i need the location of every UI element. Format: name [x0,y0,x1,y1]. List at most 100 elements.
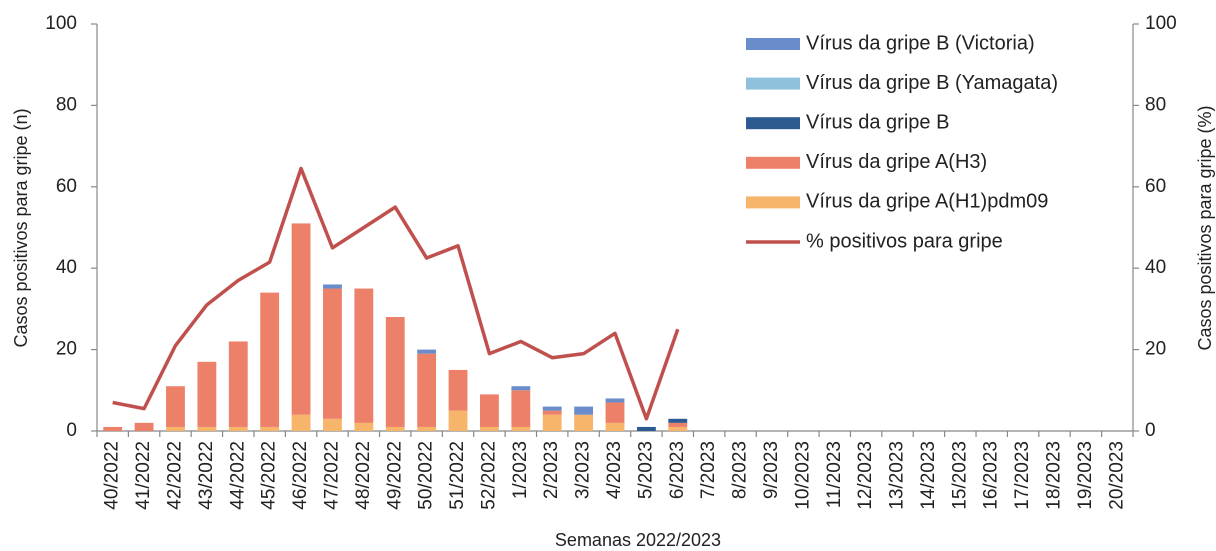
x-tick-label: 1/2023 [510,441,531,499]
y2-tick-label: 40 [1145,257,1166,278]
bar-segment [448,410,468,431]
bar-segment [103,426,123,431]
x-tick-label: 51/2022 [447,441,468,510]
x-tick-label: 40/2022 [102,441,123,510]
y-tick-label: 0 [66,420,77,441]
legend-swatch [746,156,800,169]
x-tick-label: 12/2023 [855,441,876,510]
bar-segment [574,406,594,415]
x-tick-label: 8/2023 [730,441,751,499]
x-tick-label: 11/2023 [824,441,845,508]
x-tick-label: 52/2022 [478,441,499,510]
bar-segment [605,422,625,431]
bar-segment [323,284,342,289]
x-tick-label: 47/2022 [321,441,342,510]
y2-tick-label: 60 [1145,176,1166,197]
x-tick-label: 17/2023 [1012,441,1033,510]
x-tick-label: 14/2023 [918,441,939,510]
x-tick-label: 2/2023 [541,441,562,499]
y2-tick-label: 0 [1145,420,1156,441]
y-tick-label: 80 [56,94,77,115]
x-tick-label: 19/2023 [1075,441,1096,510]
x-tick-label: 5/2023 [635,441,656,499]
bar-segment [228,426,248,431]
y2-tick-label: 20 [1145,339,1166,360]
bar-segment [480,426,499,431]
bar-segment [417,426,437,431]
bar-segment [228,341,248,427]
bar-segment [197,426,217,431]
bar-segment [323,418,342,431]
y-tick-label: 20 [56,339,77,360]
bar-segment [480,394,499,427]
bar-segment [511,386,531,391]
bar-segment [323,288,342,419]
y2-tick-label: 100 [1145,13,1177,34]
legend-swatch [746,77,800,90]
bar-segment [260,292,280,427]
legend-swatch [746,196,800,209]
x-axis-title: Semanas 2022/2023 [555,530,721,550]
bar-segment [448,369,468,411]
legend-swatch [746,38,800,50]
bar-segment [260,426,280,431]
bar-segment [511,426,531,431]
bar-segment [291,414,311,431]
bar-segment [385,426,405,431]
legend-label: Vírus da gripe A(H3) [806,151,987,173]
x-tick-label: 7/2023 [698,441,719,499]
bar-segment [417,349,437,354]
bar-segment [385,317,405,427]
x-tick-label: 46/2022 [290,441,311,510]
y2-axis-title: Casos positivos para gripe (%) [1195,105,1215,350]
x-tick-label: 49/2022 [384,441,405,510]
x-tick-label: 16/2023 [981,441,1002,510]
bar-segment [542,410,562,415]
x-tick-label: 42/2022 [165,441,186,510]
bar-segment [354,422,374,431]
bar-segment [668,418,688,423]
bar-segment [511,390,531,427]
y-tick-label: 60 [56,176,77,197]
legend-label: Vírus da gripe A(H1)pdm09 [806,191,1048,213]
x-tick-label: 41/2022 [133,441,154,510]
x-tick-label: 45/2022 [259,441,280,510]
legend-swatch [746,117,800,130]
line [112,166,680,421]
bar-segment [134,422,154,431]
y-tick-label: 100 [45,13,77,34]
bar-segment [542,406,562,411]
bar-segment [636,426,656,431]
x-tick-label: 3/2023 [573,441,594,499]
bar-segment [605,398,625,403]
x-tick-label: 44/2022 [227,441,248,510]
bar-segment [417,353,437,427]
x-tick-label: 6/2023 [667,441,688,499]
x-tick-label: 9/2023 [761,441,782,499]
legend-label: Vírus da gripe B (Victoria) [806,32,1035,54]
legend-label: % positivos para gripe [806,230,1003,252]
x-tick-label: 20/2023 [1106,441,1127,510]
legend-label: Vírus da gripe B [806,111,949,133]
x-tick-label: 4/2023 [604,441,625,499]
x-tick-label: 48/2022 [353,441,374,510]
x-tick-label: 18/2023 [1044,441,1065,510]
bar-segment [542,414,562,431]
bar-segment [668,422,688,427]
legend-label: Vírus da gripe B (Yamagata) [806,72,1058,94]
y2-tick-label: 80 [1145,94,1166,115]
bar-segment [291,223,311,415]
x-tick-label: 13/2023 [887,441,908,510]
bar-segment [574,414,594,431]
bar-segment [354,288,374,423]
bar-segment [668,426,688,431]
y-tick-label: 40 [56,257,77,278]
x-tick-label: 43/2022 [196,441,217,510]
bar-segment [166,426,185,431]
x-tick-label: 15/2023 [949,441,970,510]
x-tick-label: 10/2023 [792,441,813,510]
bar-segment [605,402,625,423]
bar-segment [197,361,217,427]
y-axis-title: Casos positivos para gripe (n) [11,108,31,347]
